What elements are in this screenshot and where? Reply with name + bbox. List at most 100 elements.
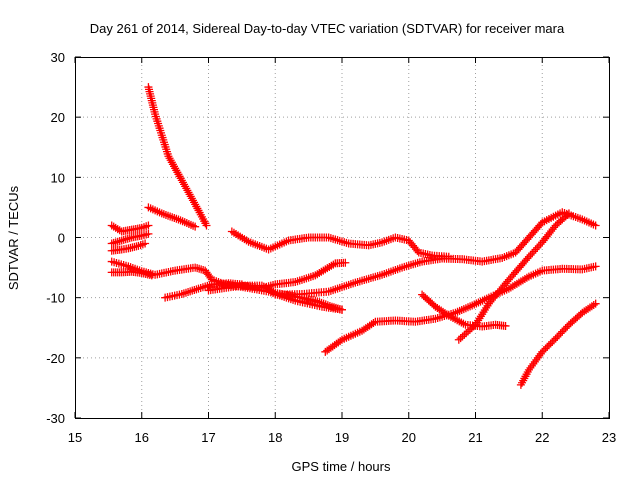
data-point bbox=[551, 334, 560, 343]
data-point bbox=[176, 174, 185, 183]
data-point bbox=[315, 268, 324, 277]
data-point bbox=[183, 186, 192, 195]
data-point bbox=[184, 188, 193, 197]
data-point bbox=[325, 262, 334, 271]
data-point bbox=[524, 365, 533, 374]
data-point bbox=[506, 283, 515, 292]
data-point bbox=[167, 158, 176, 167]
data-point bbox=[170, 162, 179, 171]
series-s12 bbox=[271, 208, 600, 299]
y-tick-label: 30 bbox=[51, 50, 65, 65]
data-point bbox=[180, 180, 189, 189]
data-point bbox=[467, 324, 476, 333]
data-point bbox=[528, 249, 537, 258]
data-point bbox=[508, 282, 517, 291]
data-point bbox=[512, 279, 521, 288]
data-point bbox=[554, 331, 563, 340]
data-point bbox=[514, 278, 523, 287]
data-point bbox=[591, 262, 600, 271]
data-point bbox=[531, 245, 540, 254]
data-point bbox=[535, 351, 544, 360]
data-point bbox=[526, 363, 535, 372]
y-tick-label: -10 bbox=[46, 291, 65, 306]
data-point bbox=[317, 267, 326, 276]
data-point bbox=[165, 154, 174, 163]
data-point bbox=[107, 221, 116, 230]
data-point bbox=[186, 192, 195, 201]
series-s8 bbox=[161, 279, 246, 302]
data-point bbox=[533, 353, 542, 362]
data-point bbox=[187, 194, 196, 203]
data-point bbox=[524, 252, 533, 261]
data-point bbox=[529, 359, 538, 368]
x-tick-label: 21 bbox=[468, 430, 482, 445]
plot-frame bbox=[75, 57, 610, 419]
data-point bbox=[190, 285, 199, 294]
data-point bbox=[534, 241, 543, 250]
series-s16 bbox=[516, 299, 600, 389]
data-point bbox=[179, 289, 188, 298]
data-point bbox=[168, 160, 177, 169]
data-point bbox=[182, 184, 191, 193]
data-point bbox=[188, 196, 197, 205]
data-point bbox=[313, 270, 322, 279]
data-point bbox=[188, 286, 197, 295]
data-point bbox=[311, 271, 320, 280]
data-point bbox=[178, 178, 187, 187]
series-s2 bbox=[107, 229, 153, 248]
data-point bbox=[113, 225, 122, 234]
series-s14 bbox=[418, 290, 510, 331]
data-point bbox=[181, 288, 190, 297]
data-point bbox=[462, 329, 471, 338]
data-point bbox=[504, 284, 513, 293]
data-point bbox=[549, 336, 558, 345]
data-point bbox=[533, 243, 542, 252]
data-point bbox=[591, 299, 600, 308]
data-point bbox=[191, 200, 200, 209]
data-point bbox=[561, 324, 570, 333]
y-tick-label: 20 bbox=[51, 110, 65, 125]
data-point bbox=[174, 170, 183, 179]
data-point bbox=[147, 271, 156, 280]
data-point bbox=[323, 264, 332, 273]
data-point bbox=[111, 223, 120, 232]
y-tick-label: -30 bbox=[46, 411, 65, 426]
data-point bbox=[184, 288, 193, 297]
data-point bbox=[522, 273, 531, 282]
data-point bbox=[181, 182, 190, 191]
data-point bbox=[336, 337, 345, 346]
x-tick-label: 16 bbox=[135, 430, 149, 445]
chart-title: Day 261 of 2014, Sidereal Day-to-day VTE… bbox=[90, 21, 565, 36]
series-s5 bbox=[107, 267, 156, 280]
axis-ticks: 15 16 17 18 19 20 21 22 23 -30 -20 -10 0 10 20 30 bbox=[46, 50, 616, 445]
data-point bbox=[329, 260, 338, 269]
series-s10 bbox=[227, 227, 453, 261]
data-point bbox=[202, 221, 211, 230]
data-point bbox=[510, 281, 519, 290]
data-point bbox=[186, 287, 195, 296]
data-point bbox=[563, 210, 572, 219]
data-point bbox=[559, 325, 568, 334]
data-point bbox=[529, 247, 538, 256]
y-tick-label: -20 bbox=[46, 351, 65, 366]
data-point bbox=[341, 258, 350, 267]
data-point bbox=[190, 198, 199, 207]
data-point bbox=[144, 221, 153, 230]
data-point bbox=[520, 275, 529, 284]
data-points bbox=[107, 83, 600, 389]
series-s1 bbox=[107, 221, 153, 236]
data-point bbox=[589, 300, 598, 309]
series-s15 bbox=[454, 209, 573, 344]
x-tick-label: 22 bbox=[535, 430, 549, 445]
data-point bbox=[192, 202, 201, 211]
data-point bbox=[518, 276, 527, 285]
y-axis-label: SDTVAR / TECUs bbox=[6, 185, 21, 290]
data-point bbox=[553, 332, 562, 341]
data-point bbox=[556, 329, 565, 338]
data-point bbox=[175, 172, 184, 181]
data-point bbox=[319, 266, 328, 275]
data-point bbox=[171, 164, 180, 173]
x-tick-label: 15 bbox=[68, 430, 82, 445]
data-point bbox=[516, 277, 525, 286]
